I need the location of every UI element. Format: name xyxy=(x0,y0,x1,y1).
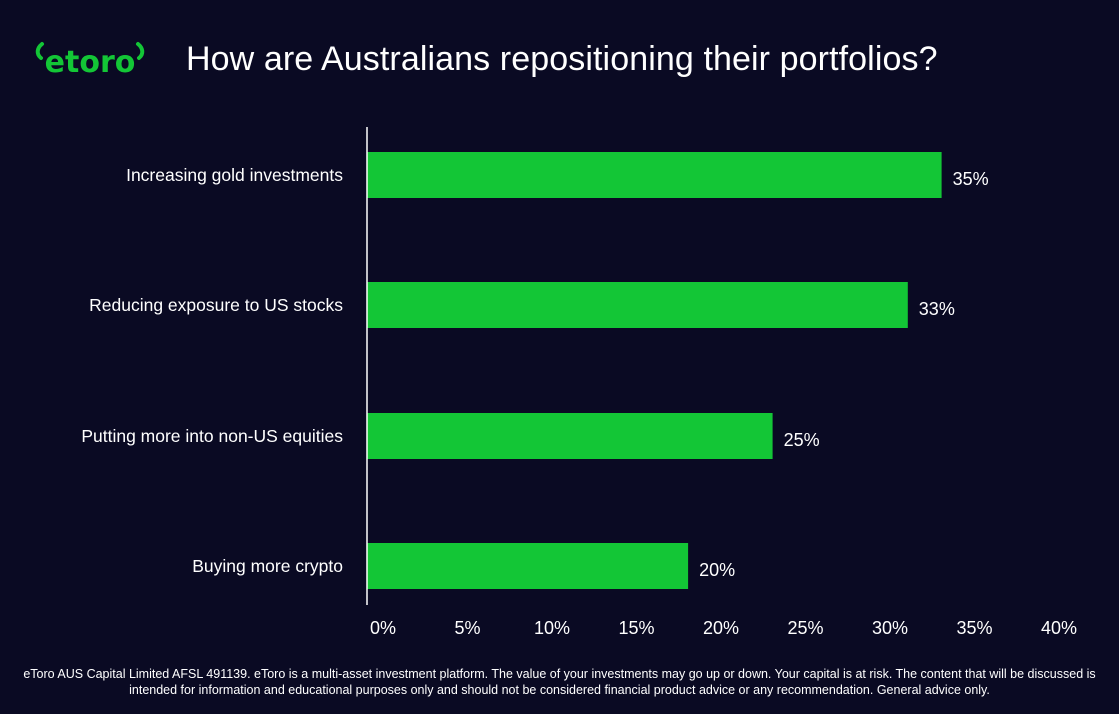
chart-title: How are Australians repositioning their … xyxy=(186,40,938,78)
data-label: 25% xyxy=(784,430,820,450)
disclaimer-text: eToro AUS Capital Limited AFSL 491139. e… xyxy=(23,667,1096,697)
x-tick-label: 40% xyxy=(1041,618,1077,638)
bars-group xyxy=(367,152,942,589)
x-tick-label: 15% xyxy=(618,618,654,638)
x-tick-label: 30% xyxy=(872,618,908,638)
x-tick-label: 10% xyxy=(534,618,570,638)
category-label: Putting more into non-US equities xyxy=(81,426,343,446)
x-axis-ticks: 0% 5% 10% 15% 20% 25% 30% 35% 40% xyxy=(370,618,1077,638)
x-tick-label: 35% xyxy=(956,618,992,638)
data-label: 33% xyxy=(919,299,955,319)
category-label: Increasing gold investments xyxy=(126,165,343,185)
logo-text: etoro xyxy=(45,45,136,78)
bar xyxy=(367,543,689,589)
etoro-logo: etoro xyxy=(35,42,145,78)
bar xyxy=(367,282,908,328)
data-labels: 35% 33% 25% 20% xyxy=(699,169,989,580)
x-tick-label: 5% xyxy=(454,618,480,638)
category-label: Reducing exposure to US stocks xyxy=(89,295,343,315)
bar xyxy=(367,413,773,459)
data-label: 35% xyxy=(953,169,989,189)
x-tick-label: 0% xyxy=(370,618,396,638)
x-tick-label: 20% xyxy=(703,618,739,638)
category-label: Buying more crypto xyxy=(192,556,343,576)
bar xyxy=(367,152,942,198)
data-label: 20% xyxy=(699,560,735,580)
x-tick-label: 25% xyxy=(787,618,823,638)
category-labels: Increasing gold investments Reducing expo… xyxy=(81,165,343,576)
